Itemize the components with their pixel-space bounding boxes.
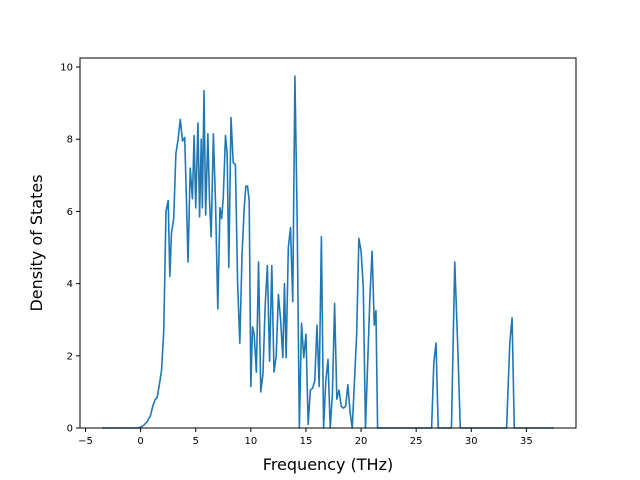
x-tick-label: 15 xyxy=(300,436,313,447)
x-axis-ticks: −5 0 5 10 15 20 25 30 35 xyxy=(78,428,533,447)
x-tick-label: −5 xyxy=(78,436,93,447)
x-axis-label: Frequency (THz) xyxy=(263,455,393,474)
series-layer xyxy=(102,75,554,429)
y-tick-label: 8 xyxy=(67,135,73,146)
x-tick-label: 10 xyxy=(244,436,257,447)
plot-frame xyxy=(79,57,577,429)
x-tick-label: 35 xyxy=(520,436,533,447)
x-tick-label: 20 xyxy=(355,436,368,447)
x-tick-label: 0 xyxy=(137,436,143,447)
y-tick-label: 0 xyxy=(67,424,73,435)
y-tick-label: 2 xyxy=(67,351,73,362)
y-axis-label: Density of States xyxy=(27,174,46,311)
dos-series-line xyxy=(102,75,554,429)
x-tick-label: 5 xyxy=(193,436,199,447)
y-axis-ticks: 0 2 4 6 8 10 xyxy=(60,63,80,435)
y-tick-label: 6 xyxy=(67,207,73,218)
y-tick-label: 4 xyxy=(67,279,73,290)
x-tick-label: 30 xyxy=(465,436,478,447)
y-tick-label: 10 xyxy=(60,63,73,74)
x-tick-label: 25 xyxy=(410,436,423,447)
